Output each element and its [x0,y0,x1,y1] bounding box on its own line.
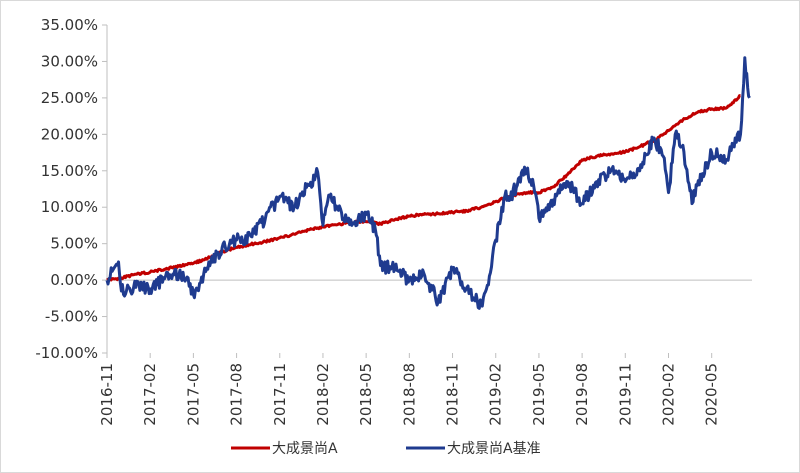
x-tick-label: 2019-11 [616,363,634,426]
x-tick-label: 2016-11 [98,363,116,426]
x-tick-label: 2018-11 [444,363,462,426]
y-tick-label: 30.00% [41,52,98,70]
x-tick-label: 2017-11 [271,363,289,426]
y-tick-label: 25.00% [41,89,98,107]
x-tick-label: 2020-02 [659,363,677,426]
x-tick-label: 2018-02 [314,363,332,426]
x-tick-label: 2018-08 [400,363,418,426]
legend-label-series-a: 大成景尚A [272,441,338,457]
y-tick-label: 15.00% [41,162,98,180]
series-line-b [105,56,751,310]
x-tick-label: 2019-05 [530,363,548,426]
y-tick-label: 5.00% [50,235,98,253]
y-tick-label: -10.00% [35,344,98,362]
y-tick-label: 0.00% [50,271,98,289]
x-tick-label: 2017-08 [228,363,246,426]
y-tick-label: 20.00% [41,125,98,143]
legend: 大成景尚A 大成景尚A基准 [231,440,541,457]
y-tick-label: -5.00% [45,308,98,326]
series-line-a [106,94,741,282]
x-tick-label: 2017-05 [184,363,202,426]
legend-label-series-b: 大成景尚A基准 [447,440,541,457]
x-tick-label: 2019-02 [487,363,505,426]
y-tick-label: 10.00% [41,198,98,216]
x-tick-label: 2020-05 [703,363,721,426]
x-tick-label: 2018-05 [357,363,375,426]
y-tick-label: 35.00% [41,16,98,34]
series-lines [105,56,751,310]
x-tick-label: 2017-02 [141,363,159,426]
x-tick-label: 2019-08 [573,363,591,426]
y-axis: 35.00% 30.00% 25.00% 20.00% 15.00% 10.00% 5.00… [35,16,108,362]
x-axis: 2016-11 2017-02 2017-05 2017-08 2017-11 2018-… [98,279,752,426]
